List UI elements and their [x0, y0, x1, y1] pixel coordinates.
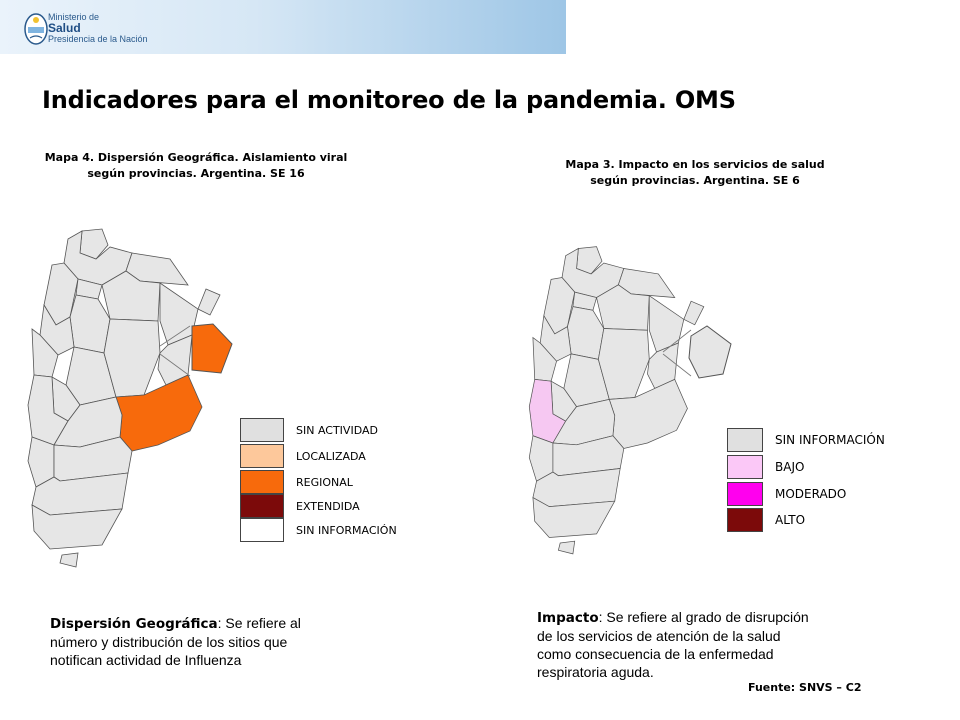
header-banner	[0, 0, 566, 54]
map-right-inset	[662, 325, 732, 379]
legend-swatch	[240, 518, 284, 542]
map-left-caption: Mapa 4. Dispersión Geográfica. Aislamien…	[44, 151, 348, 180]
legend-swatch	[240, 444, 284, 468]
province-formosa	[617, 268, 676, 298]
legend-item: LOCALIZADA	[240, 444, 366, 468]
legend-item: SIN INFORMACIÓN	[240, 518, 397, 542]
province-santafe	[597, 328, 650, 400]
ministry-logo-text: Ministerio de Salud Presidencia de la Na…	[48, 12, 148, 44]
inset-polygon	[191, 323, 233, 374]
legend-swatch	[727, 482, 763, 506]
province-sanjuan	[31, 328, 59, 378]
legend-swatch	[727, 428, 763, 452]
province-tierra	[59, 552, 79, 568]
province-santacruz	[532, 496, 616, 538]
legend-item: ALTO	[727, 508, 805, 532]
legend-swatch	[727, 455, 763, 479]
legend-swatch	[240, 470, 284, 494]
legend-swatch	[240, 418, 284, 442]
map-left-inset	[159, 323, 233, 377]
legend-item: SIN ACTIVIDAD	[240, 418, 378, 442]
desc-impacto: Impacto: Se refiere al grado de disrupci…	[537, 609, 809, 680]
source-note: Fuente: SNVS – C2	[748, 681, 862, 694]
province-misiones	[197, 288, 221, 316]
legend-swatch	[727, 508, 763, 532]
province-tierra	[557, 540, 576, 555]
map-right-caption: Mapa 3. Impacto en los servicios de salu…	[565, 158, 825, 187]
legend-item: MODERADO	[727, 482, 846, 506]
argentina-map-dispersion	[27, 228, 221, 568]
province-santacruz	[31, 504, 123, 550]
argentina-map-impacto	[528, 246, 705, 555]
province-misiones	[683, 300, 705, 326]
legend-swatch	[240, 494, 284, 518]
inset-polygon	[688, 325, 732, 379]
province-sanjuan	[532, 336, 557, 382]
legend-item: BAJO	[727, 455, 804, 479]
legend-item: EXTENDIDA	[240, 494, 360, 518]
legend-item: REGIONAL	[240, 470, 353, 494]
desc-dispersion: Dispersión Geográfica: Se refiere al núm…	[50, 615, 301, 668]
legend-item: SIN INFORMACIÓN	[727, 428, 885, 452]
province-formosa	[125, 252, 189, 286]
province-santiago	[69, 294, 111, 354]
province-santiago	[567, 306, 605, 360]
ministry-seal-icon	[24, 13, 48, 45]
page-title: Indicadores para el monitoreo de la pand…	[42, 86, 736, 114]
